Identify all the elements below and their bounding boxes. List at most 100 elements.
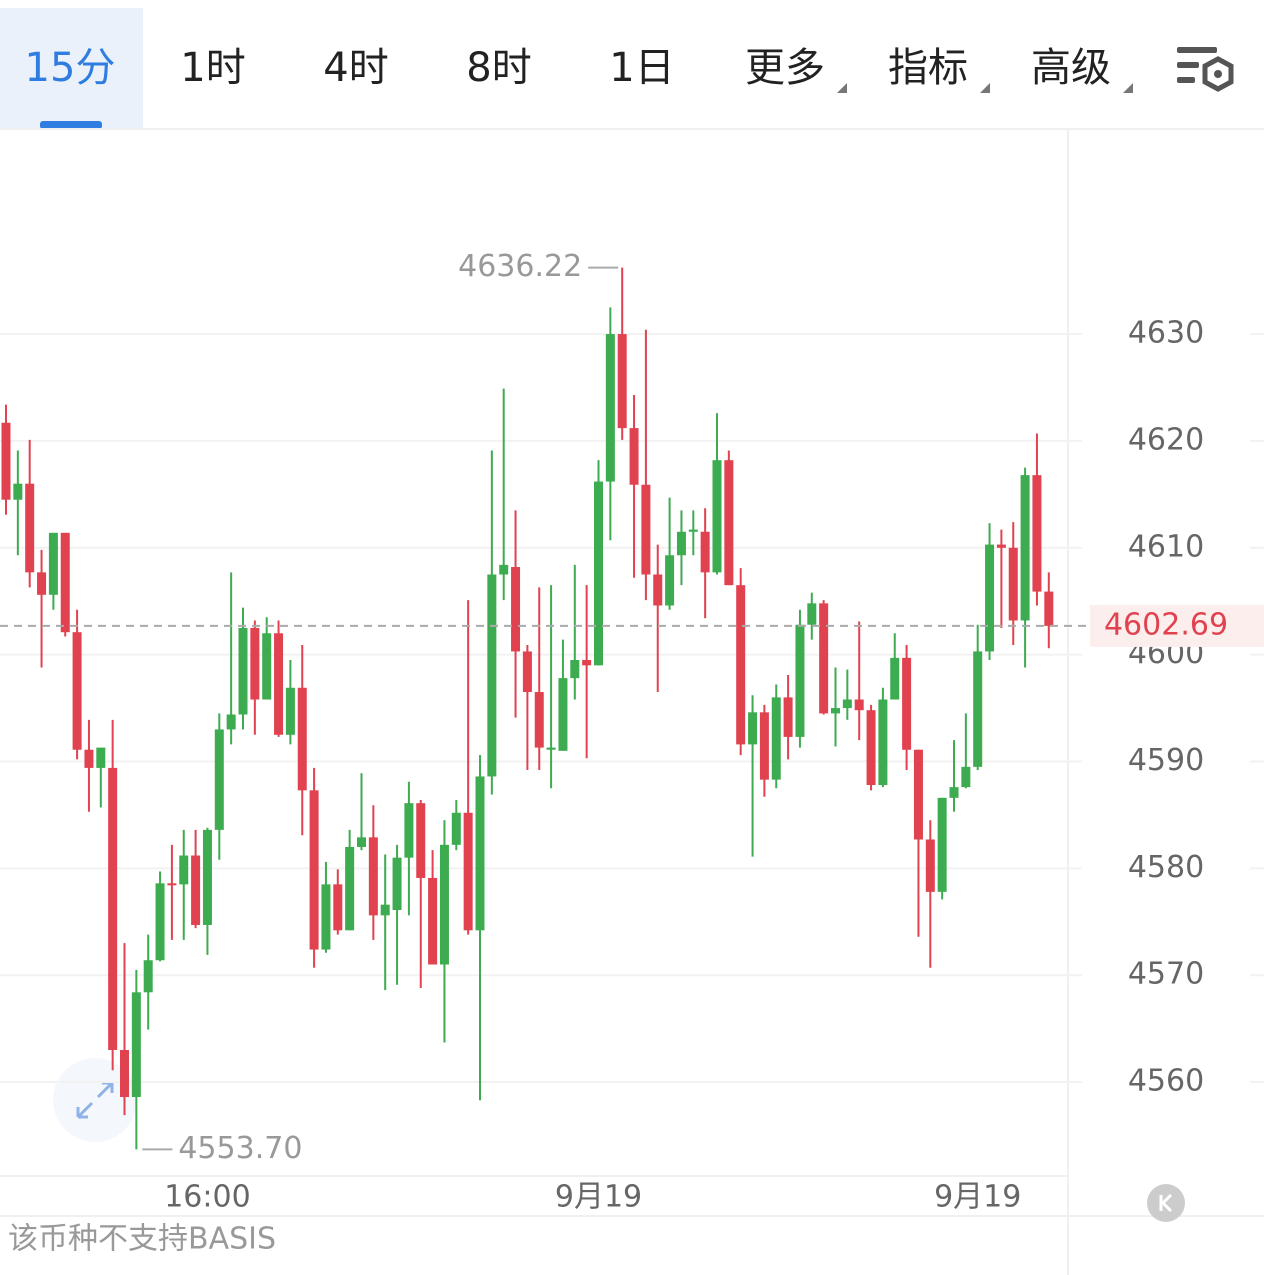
candle-body <box>226 714 236 730</box>
candle-body <box>558 678 568 751</box>
candle-body <box>866 710 876 785</box>
candle-body <box>451 812 461 845</box>
candle-body <box>676 531 686 556</box>
x-tick-label: 16:00 <box>164 1180 250 1215</box>
candle-body <box>463 812 473 931</box>
candle-body <box>475 776 485 931</box>
candle-body <box>191 855 201 925</box>
candle-body <box>511 567 521 652</box>
candle-body <box>534 692 544 748</box>
candle-body <box>617 334 627 429</box>
candle-body <box>807 603 817 625</box>
candle-body <box>357 837 366 847</box>
candle-body <box>985 544 995 652</box>
candle-body <box>653 574 663 606</box>
annotation-label: 4636.22 <box>458 249 582 284</box>
candle-body <box>605 334 615 482</box>
candle-body <box>214 729 224 830</box>
candle-body <box>1008 547 1018 621</box>
candle-body <box>629 428 639 485</box>
tab[interactable]: 1日 <box>609 45 674 91</box>
settings-icon[interactable] <box>1177 47 1234 92</box>
candle-body <box>120 1049 129 1097</box>
y-tick-label: 4620 <box>1128 422 1204 457</box>
candle-body <box>819 603 829 714</box>
candle-body <box>428 877 438 965</box>
candle-body <box>155 883 165 961</box>
candle-body <box>345 846 355 931</box>
candle-body <box>309 790 319 950</box>
candle-body <box>878 699 888 785</box>
candle-body <box>961 766 971 788</box>
tab[interactable]: 4时 <box>323 45 388 91</box>
candle-body <box>72 632 82 750</box>
candle-body <box>783 697 793 737</box>
dropdown-triangle <box>980 83 990 93</box>
candle-body <box>37 572 47 595</box>
y-tick-label: 4590 <box>1128 743 1204 778</box>
candle-body <box>416 803 426 878</box>
tab[interactable]: 15分 <box>25 45 116 91</box>
tab[interactable]: 8时 <box>466 45 531 91</box>
y-tick-label: 4560 <box>1128 1064 1204 1099</box>
footer-note: 该币种不支持BASIS <box>8 1222 276 1257</box>
candle-body <box>48 532 58 595</box>
candle-body <box>949 787 959 798</box>
candle-body <box>380 904 390 916</box>
candle-body <box>854 699 864 711</box>
candle-body <box>392 857 402 911</box>
tab[interactable]: 指标 <box>888 45 968 91</box>
candle-body <box>913 749 923 840</box>
candle-body <box>368 837 378 916</box>
y-tick-label: 4610 <box>1128 529 1204 564</box>
candle-body <box>546 747 556 750</box>
last-price-label: 4602.69 <box>1104 607 1228 642</box>
candle-body <box>937 797 947 892</box>
x-tick-label: 9月19 <box>555 1180 642 1215</box>
candle-body <box>902 657 912 750</box>
candle-body <box>131 992 141 1097</box>
candle-body <box>996 544 1006 548</box>
candle-body <box>688 529 698 532</box>
candle-body <box>736 585 746 745</box>
candle-body <box>499 564 509 575</box>
candle-body <box>925 839 935 892</box>
scroll-latest-button[interactable] <box>1147 1184 1185 1222</box>
candle-body <box>522 651 532 693</box>
candle-body <box>748 712 758 745</box>
x-tick-label: 9月19 <box>934 1180 1021 1215</box>
tab[interactable]: 1时 <box>180 45 245 91</box>
candle-body <box>250 627 260 700</box>
annotation-label: 4553.70 <box>178 1131 302 1166</box>
candle-body <box>1020 475 1030 621</box>
candle-body <box>795 624 805 737</box>
y-tick-label: 4570 <box>1128 957 1204 992</box>
expand-button[interactable] <box>53 1058 137 1142</box>
candle-body <box>60 532 70 633</box>
tab[interactable]: 更多 <box>745 45 825 91</box>
candle-body <box>297 687 307 791</box>
candle-body <box>712 460 722 573</box>
y-tick-label: 4630 <box>1128 316 1204 351</box>
candle-body <box>202 829 212 925</box>
candle-body <box>570 659 580 679</box>
active-tab-bg <box>0 8 143 128</box>
candle-body <box>285 687 295 735</box>
tab[interactable]: 高级 <box>1031 45 1111 91</box>
candle-body <box>262 633 272 700</box>
last-price-tag <box>1090 604 1264 647</box>
candle-body <box>179 855 189 885</box>
candle-body <box>96 747 106 768</box>
candle-body <box>321 884 331 950</box>
candle-body <box>167 883 177 886</box>
candle-body <box>487 574 497 777</box>
y-tick-label: 4580 <box>1128 850 1204 885</box>
candle-body <box>759 712 769 780</box>
candle-body <box>594 481 603 666</box>
candle-body <box>439 844 449 965</box>
candle-body <box>13 483 23 500</box>
candle-body <box>641 484 651 575</box>
candle-body <box>108 767 118 1050</box>
candle-body <box>333 884 343 931</box>
